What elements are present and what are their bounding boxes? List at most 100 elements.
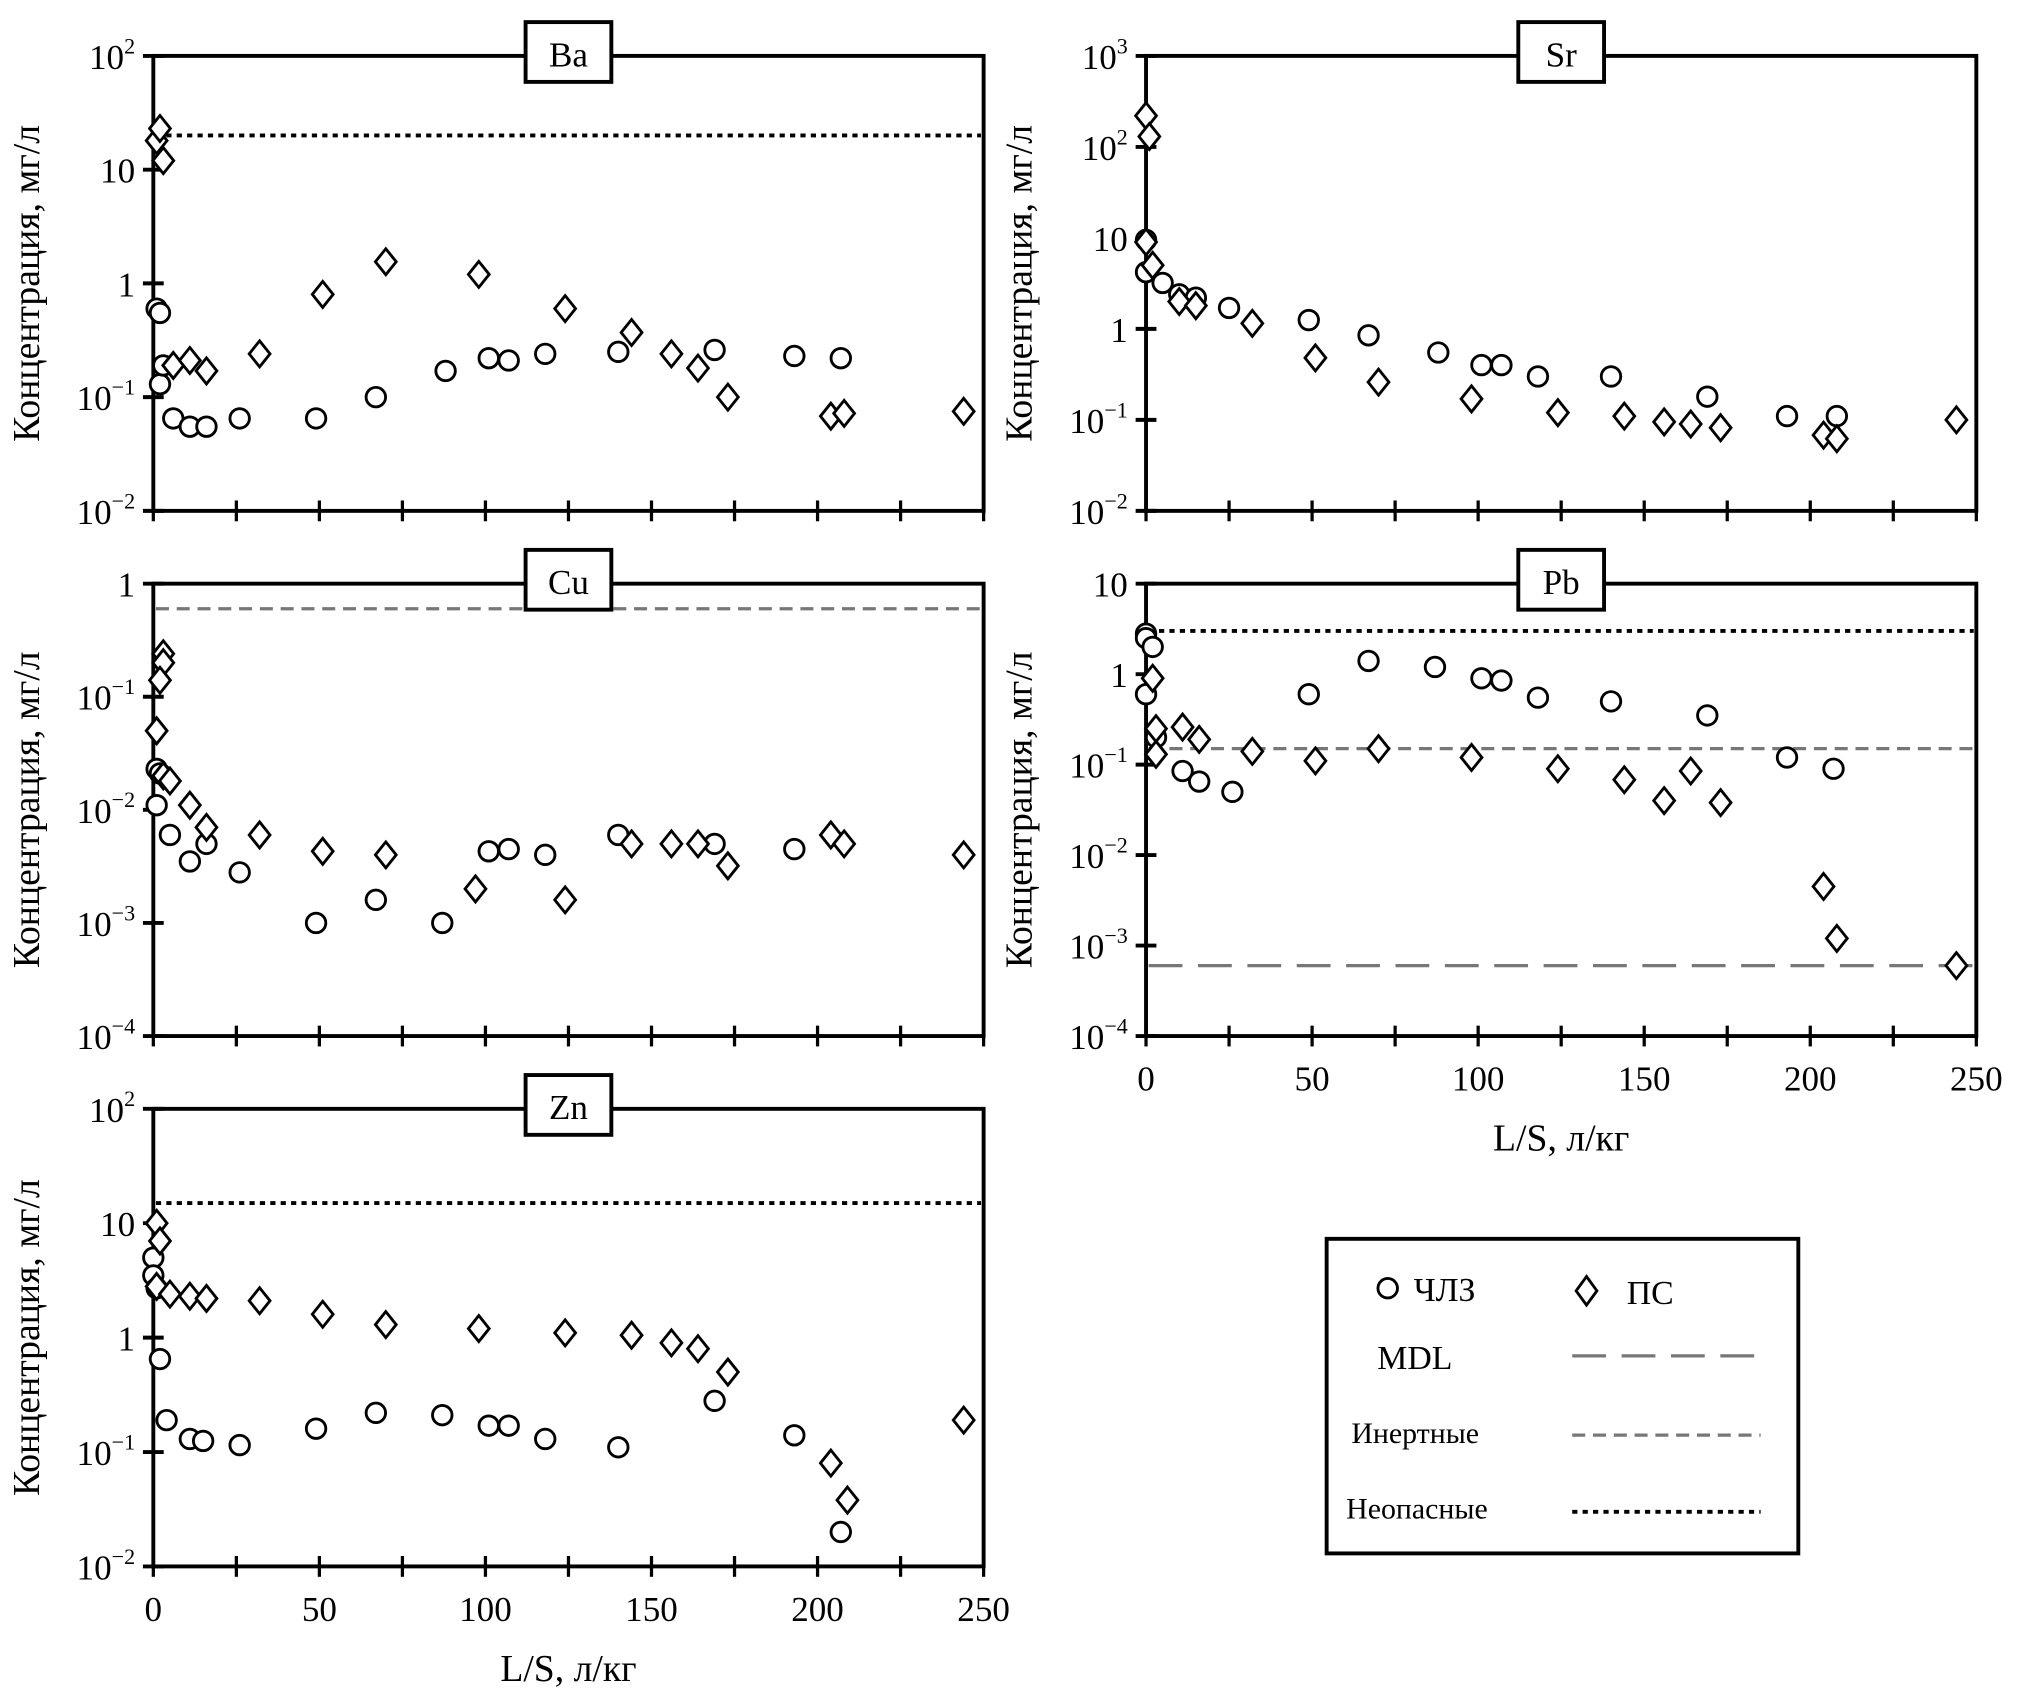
data-point-diamond xyxy=(194,1283,219,1314)
panel-title-box xyxy=(1516,20,1607,84)
data-point-circle xyxy=(148,372,172,396)
plot-frame xyxy=(1144,581,1979,1038)
x-tick-label: 100 xyxy=(459,1590,512,1629)
data-point-diamond xyxy=(1303,342,1328,374)
data-point-circle xyxy=(304,407,328,430)
x-tick-label: 200 xyxy=(1784,1060,1837,1099)
data-point-diamond xyxy=(659,338,684,370)
y-tick-label: 10 xyxy=(100,152,135,191)
data-point-diamond xyxy=(1459,383,1484,415)
data-point-diamond xyxy=(1811,871,1836,902)
data-point-circle xyxy=(497,1414,520,1437)
data-point-circle xyxy=(1822,757,1845,780)
data-point-diamond xyxy=(147,664,173,696)
y-tick-label: 1 xyxy=(1110,656,1128,695)
panel-pb: 0 50 100 150 200 250 10−4 10−3 10−2 10−1 1 10 Концен… xyxy=(999,547,2003,1159)
data-point-diamond xyxy=(1708,412,1733,444)
legend-mdl-label: MDL xyxy=(1377,1340,1452,1377)
plot-frame xyxy=(151,53,986,513)
data-point-diamond xyxy=(1170,711,1195,743)
data-point-circle xyxy=(1187,770,1211,793)
data-point-diamond xyxy=(619,828,644,860)
data-point-diamond xyxy=(619,1319,644,1351)
x-tick-label: 50 xyxy=(302,1590,337,1629)
data-point-diamond xyxy=(835,1484,860,1516)
panel-title-box xyxy=(1516,547,1607,612)
x-tick-label: 250 xyxy=(957,1590,1010,1629)
y-tick-label: 10−3 xyxy=(77,900,136,944)
data-point-diamond xyxy=(1240,736,1265,767)
data-point-circle xyxy=(1696,385,1719,408)
data-point-diamond xyxy=(715,1356,741,1388)
data-point-diamond xyxy=(373,246,399,278)
legend-diamond-marker xyxy=(1574,1274,1599,1308)
data-point-circle xyxy=(1599,690,1623,713)
data-point-diamond xyxy=(1140,662,1165,694)
y-tick-label: 10 xyxy=(1093,220,1128,259)
y-axis-label: Концентрация, мг/л xyxy=(999,651,1041,968)
data-point-diamond xyxy=(466,1313,492,1344)
data-point-diamond xyxy=(1545,753,1571,785)
data-point-diamond xyxy=(1186,724,1212,755)
data-point-diamond xyxy=(1366,366,1391,398)
panel-title: Sr xyxy=(1546,35,1578,74)
data-point-circle xyxy=(228,407,251,430)
data-point-circle xyxy=(364,888,388,912)
panel-title-box xyxy=(523,20,614,84)
data-point-diamond xyxy=(552,293,578,324)
data-point-circle xyxy=(1470,353,1493,377)
y-tick-label: 10−1 xyxy=(77,375,136,419)
y-tick-label: 10−2 xyxy=(1069,488,1128,532)
data-point-diamond xyxy=(1366,733,1391,764)
data-point-circle xyxy=(1490,669,1513,692)
x-tick-label: 0 xyxy=(145,1590,163,1629)
data-point-diamond xyxy=(1612,400,1637,432)
data-point-circle xyxy=(497,837,520,861)
data-point-circle xyxy=(1696,704,1719,727)
y-tick-label: 102 xyxy=(1082,124,1128,168)
data-point-circle xyxy=(1151,271,1174,295)
data-point-circle xyxy=(364,1401,388,1425)
data-point-diamond xyxy=(1133,226,1159,258)
panel-title: Pb xyxy=(1543,563,1580,602)
legend-circle-marker xyxy=(1376,1277,1399,1300)
legend-circle-label: ЧЛЗ xyxy=(1414,1272,1476,1309)
y-tick-label: 10−3 xyxy=(1069,923,1128,967)
panel-zn: 0 50 100 150 200 250 10−2 10−1 1 10 102 Концентраци… xyxy=(6,1073,1010,1690)
data-point-circle xyxy=(1423,655,1447,679)
data-point-diamond xyxy=(247,819,272,851)
data-point-diamond xyxy=(466,259,492,290)
y-tick-label: 10−1 xyxy=(1069,397,1128,441)
data-point-circle xyxy=(783,837,806,861)
data-point-diamond xyxy=(685,1333,711,1364)
x-axis-label: L/S, л/кг xyxy=(1493,1117,1629,1159)
data-point-circle xyxy=(1775,404,1799,428)
data-point-diamond xyxy=(1167,286,1192,317)
data-point-diamond xyxy=(715,381,741,413)
data-point-diamond xyxy=(1708,787,1733,818)
y-axis-label: Концентрация, мг/л xyxy=(6,125,48,442)
data-point-diamond xyxy=(177,1280,203,1312)
data-point-circle xyxy=(1490,353,1513,377)
data-point-diamond xyxy=(247,338,272,370)
data-point-circle xyxy=(304,1417,328,1440)
data-point-circle xyxy=(1775,746,1799,769)
data-point-circle xyxy=(431,1403,454,1427)
data-point-diamond xyxy=(151,145,176,176)
data-point-circle xyxy=(783,344,806,368)
data-point-diamond xyxy=(1651,785,1677,816)
data-point-diamond xyxy=(463,873,488,905)
data-point-circle xyxy=(228,1433,251,1457)
y-tick-label: 10−1 xyxy=(77,674,136,718)
data-point-circle xyxy=(191,1429,215,1453)
y-tick-label: 10−1 xyxy=(1069,742,1128,786)
y-tick-label: 10 xyxy=(1093,566,1128,605)
y-axis-label: Концентрация, мг/л xyxy=(6,1179,48,1496)
data-point-circle xyxy=(228,861,251,884)
data-point-diamond xyxy=(831,828,857,860)
data-point-circle xyxy=(1470,667,1493,690)
data-point-diamond xyxy=(1545,397,1571,428)
data-point-circle xyxy=(829,1520,852,1544)
x-tick-label: 250 xyxy=(1950,1060,2003,1099)
data-point-diamond xyxy=(1612,764,1637,796)
